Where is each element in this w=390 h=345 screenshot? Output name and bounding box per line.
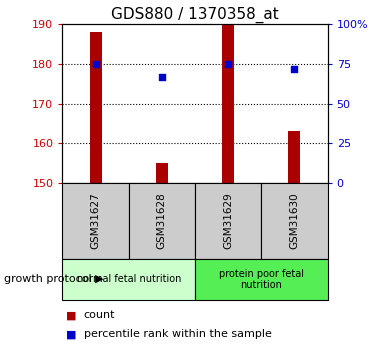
Bar	[62, 259, 195, 300]
Bar	[62, 183, 129, 259]
Text: protein poor fetal
nutrition: protein poor fetal nutrition	[219, 269, 304, 290]
Point	[291, 66, 298, 71]
Text: GSM31628: GSM31628	[157, 193, 167, 249]
Title: GDS880 / 1370358_at: GDS880 / 1370358_at	[111, 7, 279, 23]
Bar	[195, 183, 261, 259]
Point	[92, 61, 99, 67]
Text: GSM31630: GSM31630	[289, 193, 300, 249]
Text: count: count	[84, 310, 115, 321]
Bar	[261, 183, 328, 259]
Bar	[129, 183, 195, 259]
Bar	[195, 259, 328, 300]
Text: percentile rank within the sample: percentile rank within the sample	[84, 329, 272, 339]
Text: ■: ■	[66, 310, 77, 321]
Text: GSM31629: GSM31629	[223, 193, 233, 249]
Point	[225, 61, 231, 67]
Text: growth protocol ▶: growth protocol ▶	[4, 275, 103, 284]
Bar	[289, 131, 300, 183]
Text: GSM31627: GSM31627	[90, 193, 101, 249]
Text: ■: ■	[66, 329, 77, 339]
Point	[159, 74, 165, 79]
Bar	[90, 32, 101, 183]
Bar	[156, 163, 168, 183]
Text: normal fetal nutrition: normal fetal nutrition	[76, 275, 181, 284]
Bar	[222, 24, 234, 183]
